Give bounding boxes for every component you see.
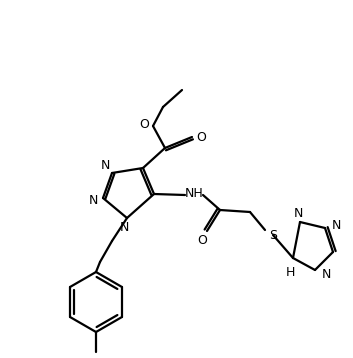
Text: O: O <box>197 233 207 247</box>
Text: H: H <box>285 266 295 279</box>
Text: O: O <box>139 117 149 131</box>
Text: N: N <box>293 207 303 219</box>
Text: N: N <box>100 159 110 171</box>
Text: N: N <box>331 218 341 232</box>
Text: O: O <box>196 131 206 144</box>
Text: S: S <box>269 228 277 242</box>
Text: N: N <box>119 221 129 233</box>
Text: N: N <box>88 194 98 207</box>
Text: NH: NH <box>185 187 203 199</box>
Text: N: N <box>321 267 331 281</box>
